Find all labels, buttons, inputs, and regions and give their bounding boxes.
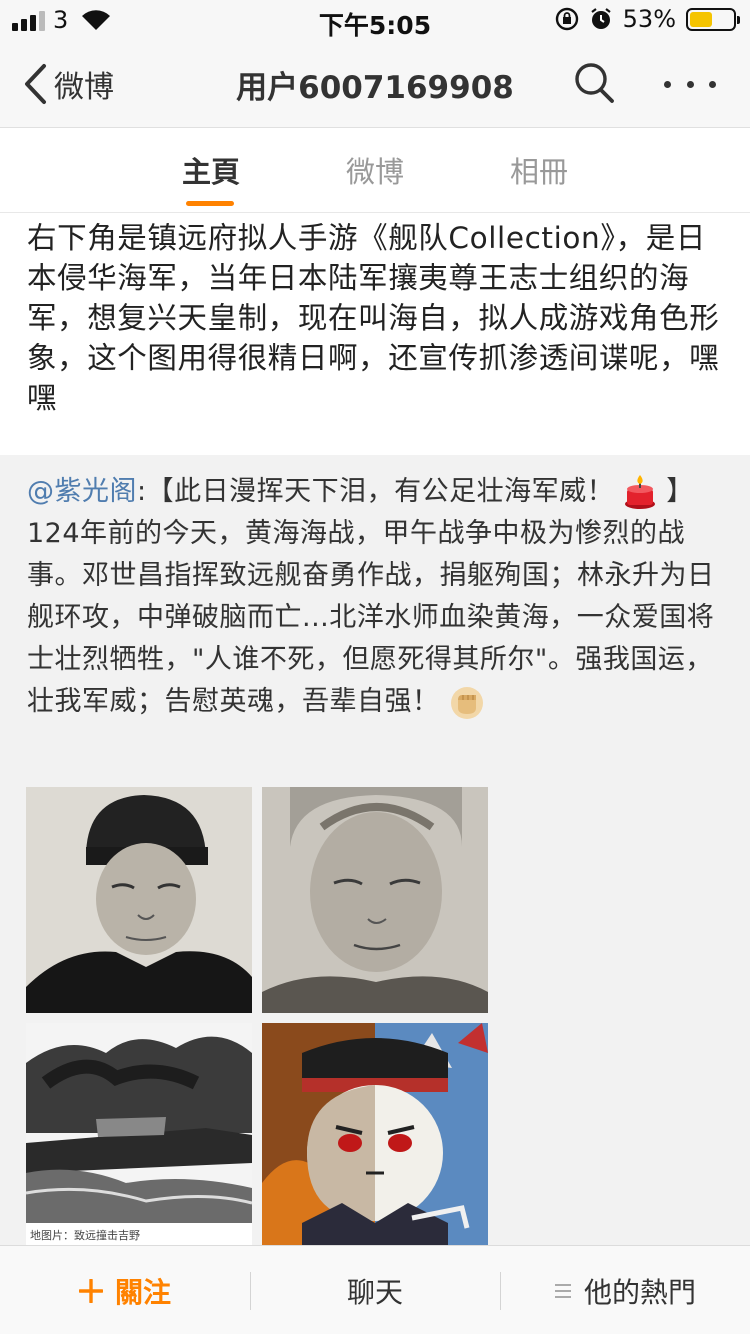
follow-label: 關注 [114,1275,171,1309]
wifi-icon [82,10,111,30]
fist-emoji-icon [450,686,483,719]
signal-icon [12,9,45,31]
repost-text: @紫光阁:【此日漫挥天下泪，有公足壮海军威！ 】124年前的今天，黄海海战，甲午… [27,471,727,723]
follow-button[interactable]: 關注 [0,1246,250,1334]
plus-icon [78,1278,103,1303]
chat-label: 聊天 [346,1275,403,1309]
status-left: 3 [12,6,112,34]
battle-photo-caption: 地图片：致远撞击吉野 [30,1228,140,1242]
back-button[interactable]: 微博 [22,62,114,106]
repost-text-part2: 】124年前的今天，黄海海战，甲午战争中极为惨烈的战事。邓世昌指挥致远舰奋勇作战… [27,476,715,717]
repost-card[interactable]: @紫光阁:【此日漫挥天下泪，有公足壮海军威！ 】124年前的今天，黄海海战，甲午… [0,455,750,1249]
tab-album[interactable]: 相冊 [509,155,568,189]
tab-home[interactable]: 主頁 [181,155,240,189]
chevron-left-icon [25,64,46,104]
image-thumbnail-battle-photo[interactable]: 地图片：致远撞击吉野 [26,1023,252,1249]
back-label: 微博 [54,70,114,105]
search-button[interactable] [572,60,616,110]
more-icon-dot [686,80,694,88]
post-text: 右下角是镇远府拟人手游《舰队Collection》，是日本侵华海军，当年日本陆军… [27,221,720,415]
more-icon-dot [664,80,671,88]
battery-icon [686,7,740,31]
chat-button[interactable]: 聊天 [250,1246,500,1334]
status-bar: 3 下午5:05 53% [0,0,750,40]
battery-percent: 53% [622,5,676,33]
image-thumbnail-anime-illustration[interactable] [262,1023,488,1249]
profile-tabs: 主頁 微博 相冊 [0,129,750,213]
status-right: 53% [555,5,740,33]
alarm-icon [590,8,611,29]
status-time: 下午5:05 [318,11,432,40]
search-icon [575,63,614,103]
carrier-label: 3 [53,6,69,34]
more-button[interactable] [664,62,716,106]
nav-bar: 微博 用户6007169908 [0,40,750,128]
rotation-lock-icon [555,7,578,31]
image-thumbnail-portrait-2[interactable] [262,787,488,1013]
hot-posts-button[interactable]: 他的熱門 [500,1246,750,1334]
more-icon-dot [709,80,716,88]
tab-weibo[interactable]: 微博 [345,155,404,189]
mention-link[interactable]: @紫光阁 [27,476,137,507]
repost-text-part1: :【此日漫挥天下泪，有公足壮海军威！ [137,476,615,507]
bottom-action-bar: 關注 聊天 他的熱門 [0,1245,750,1334]
image-grid: 地图片：致远撞击吉野 [26,787,490,1249]
candle-emoji-icon [625,474,656,509]
hot-label: 他的熱門 [583,1275,696,1309]
list-icon [554,1283,571,1298]
divider [500,1272,501,1310]
active-tab-indicator [186,201,234,206]
divider [250,1272,251,1310]
image-thumbnail-portrait-1[interactable] [26,787,252,1013]
